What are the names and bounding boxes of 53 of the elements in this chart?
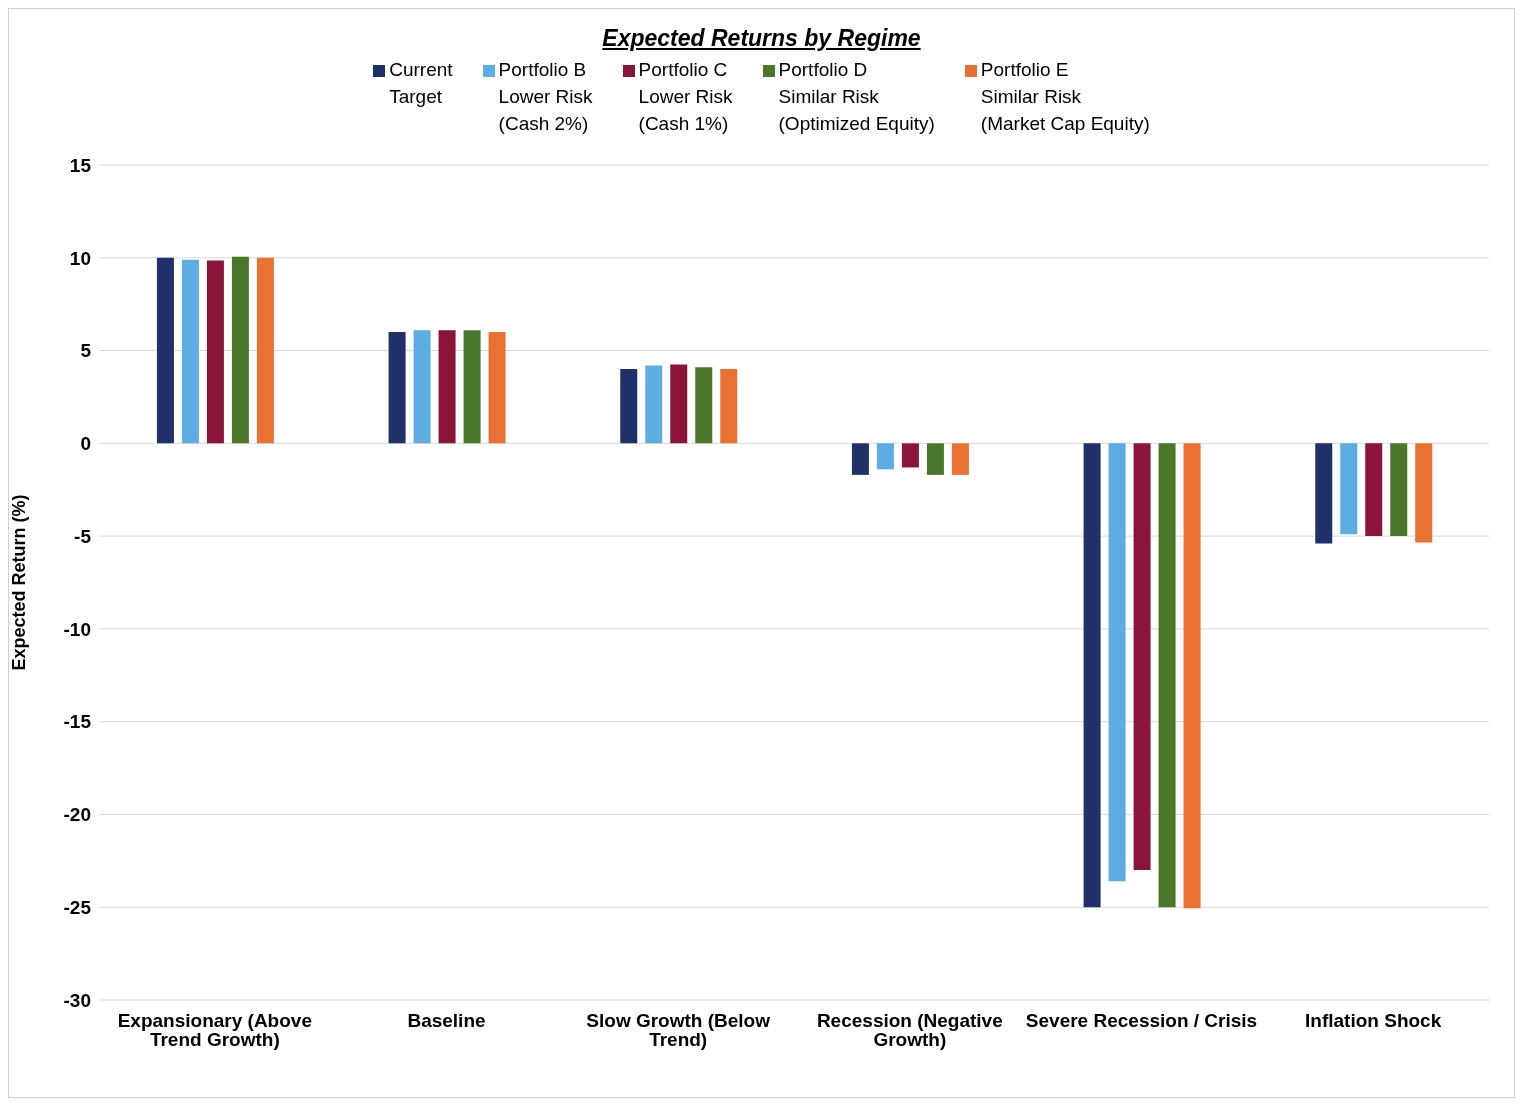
x-tick-label: Inflation Shock <box>1305 1010 1442 1032</box>
y-tick-label: -30 <box>63 989 91 1011</box>
legend-label: Portfolio D Similar Risk (Optimized Equity) <box>778 58 935 136</box>
bar <box>1158 443 1176 908</box>
x-tick-label: Baseline <box>407 1010 486 1032</box>
bar <box>206 260 224 444</box>
y-tick-label: 10 <box>69 247 91 269</box>
legend-label: Current Target <box>389 58 453 109</box>
legend-label: Portfolio E Similar Risk (Market Cap Equity) <box>980 58 1150 136</box>
bar <box>645 365 663 444</box>
y-tick-label: -25 <box>63 896 92 918</box>
bar <box>181 259 199 444</box>
bar <box>1415 443 1433 543</box>
bar <box>1315 443 1333 544</box>
bar <box>388 332 406 444</box>
bar <box>488 332 506 444</box>
bar <box>256 257 274 444</box>
y-tick-label: -15 <box>63 711 92 733</box>
chart-title: Expected Returns by Regime <box>601 25 922 52</box>
y-tick-label: -10 <box>63 618 91 640</box>
bar <box>951 443 969 475</box>
bar <box>1183 443 1201 909</box>
legend-label: Portfolio B Lower Risk (Cash 2%) <box>498 58 593 136</box>
bar <box>1390 443 1408 537</box>
bar <box>156 257 174 444</box>
bar <box>876 443 894 470</box>
bar <box>1133 443 1151 871</box>
bar <box>620 369 638 444</box>
x-tick-label: Severe Recession / Crisis <box>1025 1010 1258 1032</box>
x-tick-label: Expansionary (Above Trend Growth) <box>117 1010 312 1051</box>
bar <box>231 256 249 444</box>
y-axis-title: Expected Return (%) <box>9 494 30 671</box>
y-tick-label: -20 <box>63 804 91 826</box>
bar <box>901 443 919 468</box>
bar <box>670 364 688 444</box>
bar <box>1340 443 1358 535</box>
bar <box>1108 443 1126 882</box>
bar <box>463 330 481 444</box>
y-tick-label: -5 <box>74 525 92 547</box>
x-tick-label: Recession (Negative Growth) <box>816 1010 1003 1051</box>
bar <box>1083 443 1101 908</box>
bar <box>851 443 869 475</box>
bar <box>926 443 944 475</box>
bar <box>720 369 738 444</box>
y-tick-label: 0 <box>80 433 91 455</box>
legend-label: Portfolio C Lower Risk (Cash 1%) <box>638 58 733 136</box>
bar <box>695 367 713 444</box>
bar <box>438 330 456 444</box>
y-tick-label: 5 <box>80 340 92 362</box>
bar <box>413 330 431 444</box>
y-tick-label: 15 <box>69 154 92 176</box>
bar <box>1365 443 1383 537</box>
x-tick-label: Slow Growth (Below Trend) <box>586 1010 771 1051</box>
